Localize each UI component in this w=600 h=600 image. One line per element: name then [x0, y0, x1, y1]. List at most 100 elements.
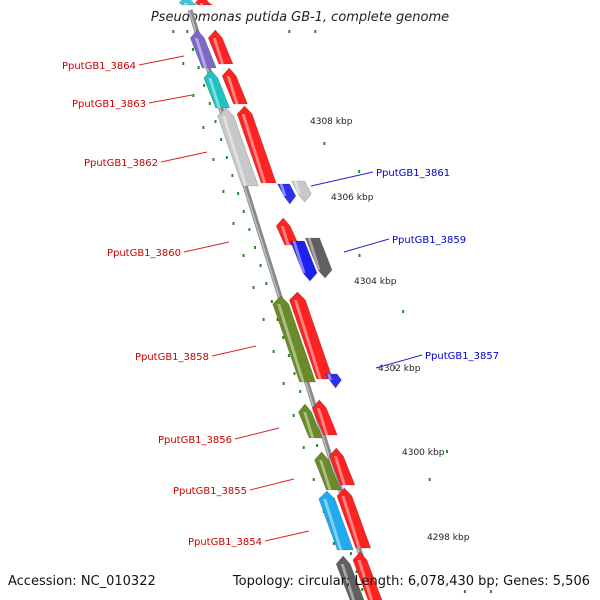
- gene-block-shine: [183, 3, 188, 5]
- gene-label: PputGB1_3857: [425, 351, 499, 362]
- gene-block: [272, 295, 317, 383]
- gene-block-shine: [307, 238, 321, 270]
- tick-dot: [332, 542, 335, 545]
- tick-dot: [287, 354, 290, 357]
- gene-block-shine: [293, 181, 301, 194]
- gene-block-shine: [293, 300, 322, 379]
- label-leader: [264, 530, 310, 542]
- tick-dot: [276, 318, 279, 321]
- tick-dot: [299, 390, 302, 393]
- tick-dot: [197, 66, 200, 69]
- tick-dot: [248, 228, 251, 231]
- tick-dot: [225, 156, 228, 159]
- label-leaders: [138, 55, 423, 542]
- label-leader: [310, 171, 374, 187]
- tick-dot: [293, 372, 296, 375]
- tick-dot: [172, 30, 175, 33]
- gene-label: PputGB1_3859: [392, 235, 466, 246]
- tick-dot: [242, 210, 245, 213]
- gene-block-shine: [341, 496, 361, 548]
- label-leader: [249, 478, 295, 491]
- gene-label: PputGB1_3864: [62, 61, 136, 72]
- gene-block-shine: [241, 114, 267, 183]
- gene-block-shine: [303, 412, 315, 438]
- topology-summary: Topology: circular; Length: 6,078,430 bp…: [232, 574, 590, 589]
- gene-block: [207, 29, 234, 65]
- gene-block-shine: [323, 499, 343, 550]
- gene-label: PputGB1_3856: [158, 435, 232, 446]
- gene-block-shine: [277, 304, 305, 382]
- tick-dot: [314, 30, 317, 33]
- gene-block: [291, 180, 312, 203]
- gene-block-shine: [226, 76, 239, 104]
- tick-labels: 4308 kbp 4306 kbp 4304 kbp 4302 kbp 4300 kbp…: [310, 117, 470, 543]
- gene-block: [314, 451, 341, 491]
- label-leader: [148, 94, 193, 104]
- gene-block-shine: [340, 564, 355, 600]
- tick-dot: [355, 570, 358, 573]
- gene-block-shine: [319, 460, 332, 490]
- tick-dot: [302, 446, 305, 449]
- tick-dot: [191, 48, 194, 51]
- tick-dot: [393, 366, 396, 369]
- gene-block-shine: [327, 374, 332, 380]
- tick-dot: [323, 142, 326, 145]
- label-leader: [343, 238, 390, 253]
- gene-block-shine: [333, 456, 346, 485]
- tick-dot: [202, 126, 205, 129]
- gene-block: [318, 490, 354, 551]
- tick-dot: [232, 222, 235, 225]
- gene-label: PputGB1_3855: [173, 486, 247, 497]
- gene-labels: PputGB1_3864 PputGB1_3863 PputGB1_3862 Pput…: [62, 61, 499, 548]
- gene-label: PputGB1_3860: [107, 248, 181, 259]
- label-leader: [211, 345, 257, 357]
- gene-block: [203, 69, 231, 109]
- tick-dot: [212, 158, 215, 161]
- tick-dot: [282, 382, 285, 385]
- tick-dot: [312, 478, 315, 481]
- gene-block: [275, 217, 300, 246]
- gene-block: [328, 447, 356, 486]
- tick-dot: [489, 590, 492, 593]
- gene-block-shine: [212, 38, 224, 64]
- tick-dot: [203, 84, 206, 87]
- tick-dot: [252, 286, 255, 289]
- gene-block: [352, 551, 383, 600]
- tick-label: 4300 kbp: [402, 448, 445, 458]
- tick-dot: [265, 282, 268, 285]
- gene-block: [298, 403, 323, 439]
- tick-label: 4308 kbp: [310, 117, 353, 127]
- tick-dot: [262, 318, 265, 321]
- tick-dot: [402, 310, 405, 313]
- gene-block: [311, 399, 338, 436]
- tick-dot: [361, 588, 364, 591]
- label-leader: [183, 241, 230, 253]
- tick-label: 4302 kbp: [378, 364, 421, 374]
- map-title: Pseudomonas putida GB-1, complete genome: [150, 10, 450, 25]
- label-leader: [375, 354, 423, 369]
- accession-text: Accession: NC_010322: [8, 574, 156, 589]
- tick-label: 4298 kbp: [427, 533, 470, 543]
- tick-dot: [292, 414, 295, 417]
- gene-block-shine: [280, 226, 290, 245]
- gene-block: [277, 183, 297, 205]
- gene-blocks: [178, 0, 383, 600]
- tick-dot: [446, 450, 448, 453]
- gene-block: [289, 291, 334, 380]
- gene-block-shine: [208, 78, 221, 108]
- gene-label: PputGB1_3861: [376, 168, 450, 179]
- tick-dot: [182, 62, 185, 65]
- tick-dot: [254, 246, 256, 249]
- gene-block: [221, 67, 248, 105]
- gene-block: [189, 29, 217, 69]
- gene-label: PputGB1_3858: [135, 352, 209, 363]
- gene-block: [236, 105, 277, 184]
- gene-block-shine: [199, 3, 204, 5]
- tick-dot: [358, 170, 361, 173]
- tick-label: 4306 kbp: [331, 193, 374, 203]
- gene-block-shine: [292, 241, 306, 273]
- tick-label: 4304 kbp: [354, 277, 397, 287]
- tick-dot: [242, 254, 245, 257]
- tick-dot: [192, 94, 195, 97]
